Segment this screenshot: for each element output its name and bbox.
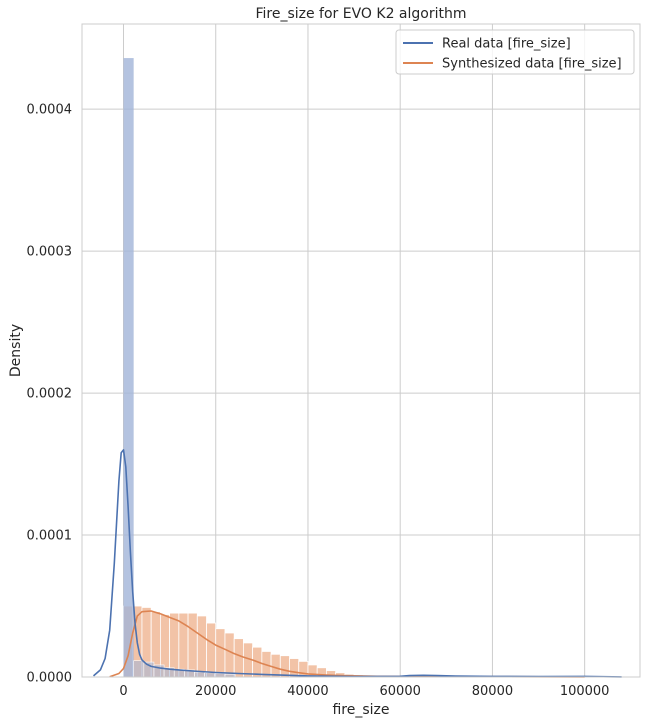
x-tick-label: 0 [119,684,127,699]
kde-lines [92,449,622,678]
synth-kde-line [109,610,585,678]
axes-frame [81,23,641,678]
x-tick-label: 100000 [560,684,610,699]
real-bar [204,672,216,678]
legend: Real data [fire_size] Synthesized data [… [395,29,635,75]
synth-bar [215,628,226,678]
x-tick-label: 40000 [287,684,328,699]
real-kde-line [92,449,622,678]
synth-bar [187,612,198,678]
synth-bar [289,658,300,678]
y-tick-label: 0.0000 [27,671,73,686]
y-tick-label: 0.0004 [27,103,73,118]
synth-bar [206,622,217,678]
y-axis-label: Density [8,324,24,377]
legend-box [395,29,635,75]
legend-label-real: Real data [fire_size] [442,37,571,52]
y-tick-label: 0.0003 [27,245,73,260]
real-bar [143,661,155,678]
synth-bar [233,638,244,678]
synth-bar [279,655,290,678]
legend-label-synth: Synthesized data [fire_size] [442,57,622,72]
x-tick-label: 80000 [472,684,513,699]
x-axis-label: fire_size [332,702,389,718]
real-bar [214,673,226,678]
real-bar [194,671,205,678]
chart-title: Fire_size for EVO K2 algorithm [255,6,466,22]
axes-border [81,23,641,678]
real-bar [133,660,145,678]
synth-bar [270,653,281,678]
synth-bar [169,612,180,678]
synth-bar [224,632,235,678]
tick-labels: 0 20000 40000 60000 80000 100000 0.0000 0.0001 0… [27,103,610,699]
y-tick-label: 0.0002 [27,387,73,402]
synth-bar [196,615,207,678]
synth-bar [298,660,309,678]
x-tick-label: 60000 [380,684,421,699]
x-tick-label: 20000 [195,684,236,699]
plot-area [82,24,640,677]
y-tick-label: 0.0001 [27,529,73,544]
real-bar [123,58,134,677]
